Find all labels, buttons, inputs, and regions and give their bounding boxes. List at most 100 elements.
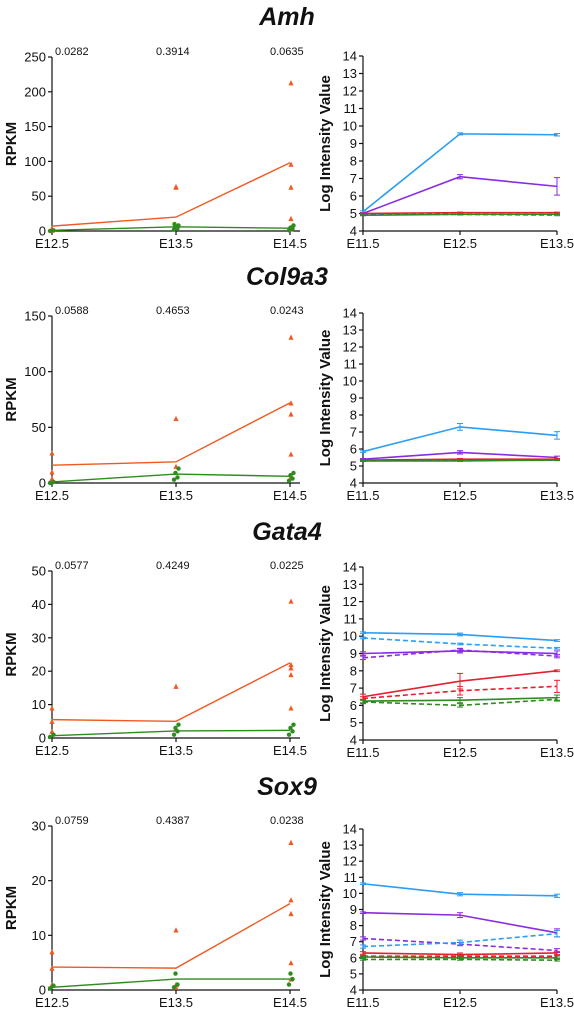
x-tick-label: E11.5 [346, 745, 379, 760]
orange-mean-line [51, 402, 291, 466]
y-axis-label: Log Intensity Value [317, 330, 334, 467]
y-tick-label: 30 [32, 630, 46, 645]
rpkm-chart-col9a3: 0 50 100 150 E12.5 E13.5 E14.5 0.0588 0.4653 0.02… [3, 305, 307, 503]
p-value-label: 0.0282 [55, 46, 89, 58]
y-tick-label: 6 [350, 698, 357, 713]
y-tick-label: 6 [350, 950, 357, 965]
y-tick-label: 9 [350, 391, 357, 406]
x-tick-label: E11.5 [346, 488, 379, 503]
orange-data-point [173, 415, 179, 422]
y-tick-label: 11 [344, 611, 358, 626]
y-tick-label: 50 [32, 420, 46, 435]
panel-title: Amh [258, 3, 315, 31]
p-value-label: 0.0635 [270, 46, 304, 58]
p-value-label: 0.0577 [55, 560, 89, 572]
green-data-point [51, 732, 56, 737]
x-tick-label: E13.5 [159, 488, 193, 503]
green-data-point [47, 734, 53, 740]
y-tick-label: 5 [350, 966, 357, 981]
orange-data-point [288, 598, 294, 604]
y-tick-label: 250 [24, 50, 46, 65]
y-tick-label: 4 [350, 224, 357, 239]
p-value-label: 0.0243 [270, 305, 304, 317]
y-tick-label: 40 [32, 597, 46, 612]
panel-title-group: Amh [258, 3, 315, 31]
x-tick-label: E13.5 [540, 995, 574, 1010]
green-data-point [175, 982, 180, 987]
y-tick-label: 12 [343, 594, 357, 609]
orange-data-point [288, 215, 294, 222]
orange-data-point [288, 451, 294, 457]
green-data-point [291, 223, 296, 228]
orange-data-point [288, 80, 294, 86]
y-tick-label: 100 [24, 364, 46, 379]
p-value-label: 0.4653 [156, 305, 190, 317]
panel-title: Sox9 [257, 773, 317, 801]
y-tick-label: 11 [344, 101, 358, 116]
orange-data-point [173, 927, 179, 933]
green-data-point [51, 228, 56, 233]
green-mean-line [51, 729, 291, 737]
green-data-point [171, 985, 177, 990]
y-tick-label: 50 [32, 564, 46, 579]
x-tick-label: E13.5 [540, 488, 574, 503]
y-tick-label: 13 [343, 66, 357, 81]
y-tick-label: 8 [350, 663, 357, 678]
green-data-point [51, 983, 56, 988]
y-tick-label: 10 [32, 928, 46, 943]
x-tick-label: E13.5 [540, 745, 574, 760]
y-tick-label: 13 [343, 838, 357, 853]
panel-title-group: Gata4 [252, 518, 322, 546]
orange-data-point [288, 705, 294, 711]
panel-title: Gata4 [252, 518, 322, 546]
orange-data-point [288, 411, 294, 417]
orange-mean-line [51, 903, 291, 969]
y-tick-label: 6 [350, 189, 357, 204]
panel-title-group: Col9a3 [246, 263, 328, 291]
y-tick-label: 13 [343, 323, 357, 338]
orange-data-point [49, 450, 55, 456]
panel-title-group: Sox9 [257, 773, 317, 801]
green-data-point [175, 475, 180, 480]
p-value-label: 0.3914 [156, 46, 190, 58]
y-axis-label: RPKM [3, 377, 20, 421]
y-tick-label: 8 [350, 408, 357, 423]
green-data-point [288, 971, 293, 976]
green-data-point [173, 470, 178, 476]
x-tick-label: E12.5 [35, 743, 69, 758]
p-value-label: 0.0759 [55, 815, 89, 827]
orange-data-point [173, 683, 179, 689]
y-tick-label: 5 [350, 206, 357, 221]
y-tick-label: 11 [344, 870, 358, 885]
p-value-label: 0.0225 [270, 560, 304, 572]
x-tick-label: E14.5 [273, 488, 307, 503]
green-data-point [171, 732, 177, 737]
green-data-point [176, 722, 181, 727]
green-data-point [176, 223, 181, 228]
green-data-point [171, 477, 177, 482]
green-data-point [176, 466, 181, 471]
y-tick-label: 8 [350, 154, 357, 169]
y-tick-label: 200 [24, 84, 46, 99]
green-mean-line [51, 226, 291, 232]
green-data-point [47, 480, 53, 486]
y-tick-label: 14 [343, 822, 357, 837]
orange-data-point [49, 949, 55, 955]
y-tick-label: 100 [24, 154, 46, 169]
x-tick-label: E13.5 [159, 236, 193, 251]
y-tick-label: 10 [343, 374, 357, 389]
green-data-point [173, 725, 178, 731]
y-tick-label: 10 [343, 886, 357, 901]
rpkm-chart-sox9: 0 10 20 30 E12.5 E13.5 E14.5 0.0759 0.4387 0.0238… [3, 815, 307, 1010]
y-tick-label: 8 [350, 918, 357, 933]
y-tick-label: 0 [39, 983, 46, 998]
green-data-point [291, 722, 296, 727]
y-tick-label: 150 [24, 119, 46, 134]
y-tick-label: 7 [350, 171, 357, 186]
y-tick-label: 9 [350, 902, 357, 917]
orange-data-point [49, 965, 55, 971]
green-data-point [290, 476, 295, 481]
y-tick-label: 10 [343, 119, 357, 134]
orange-data-point [288, 334, 294, 340]
